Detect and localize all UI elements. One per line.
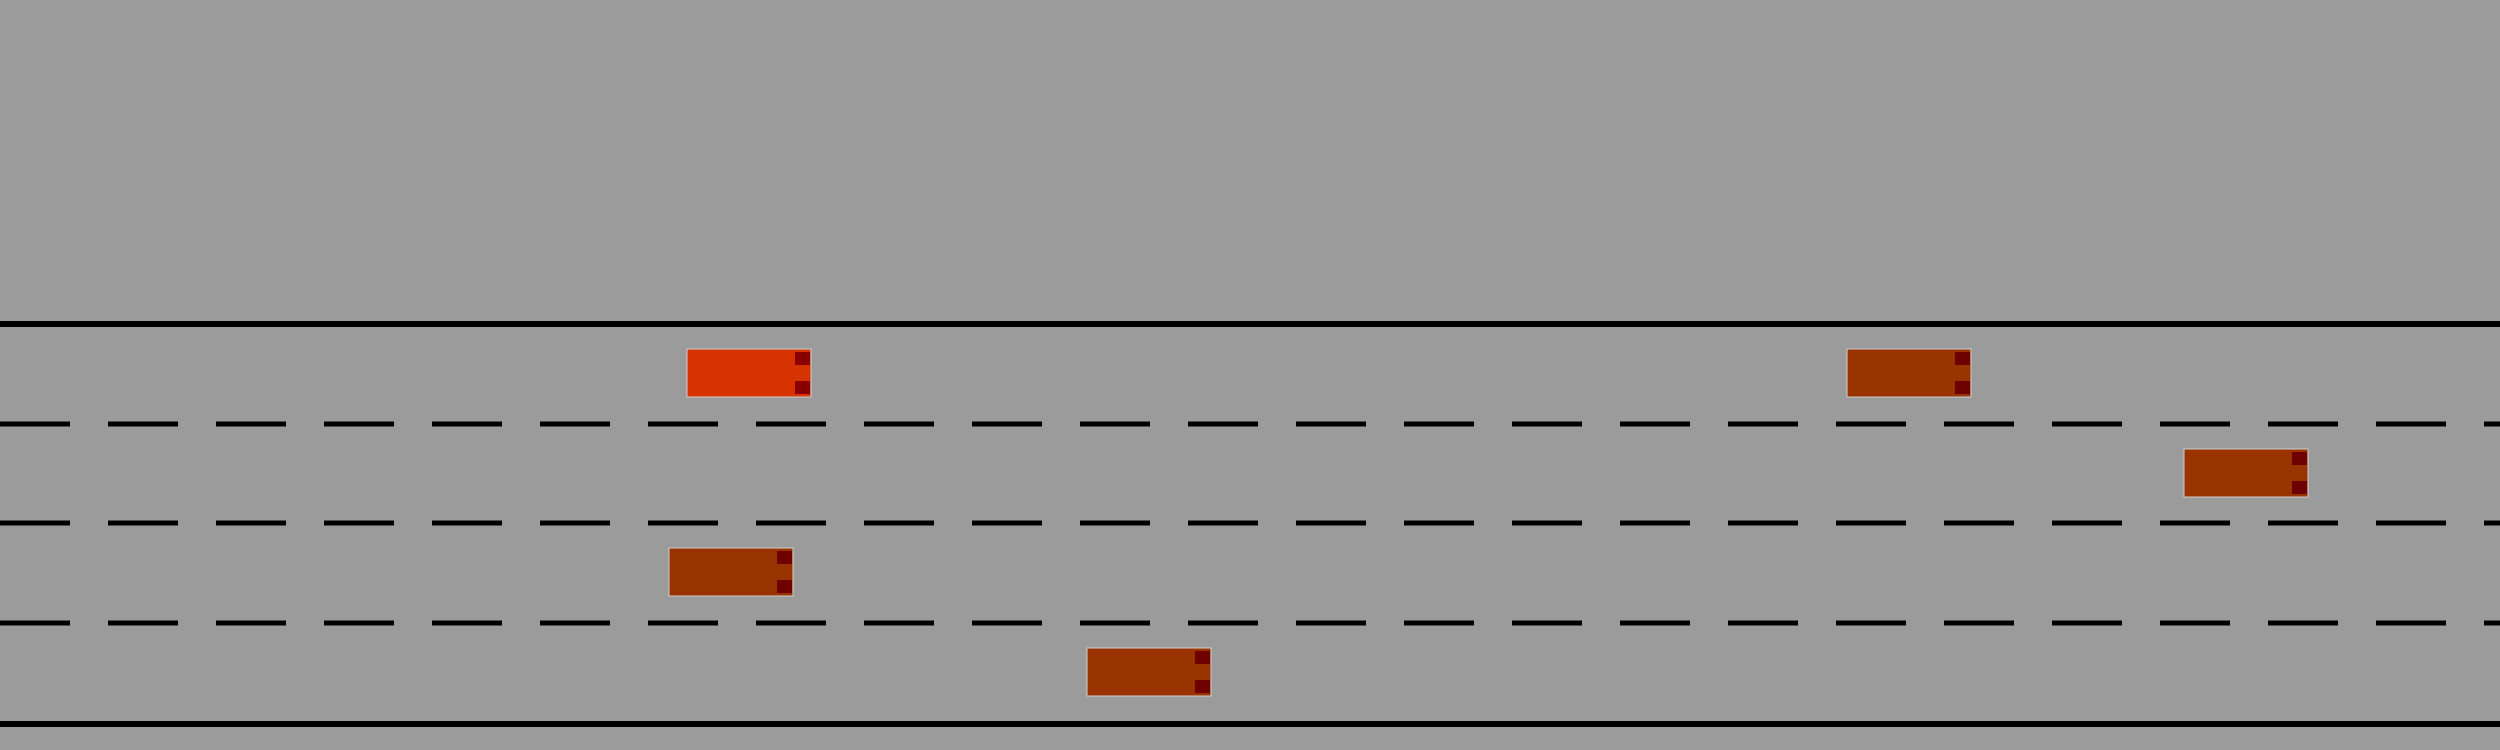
vehicle-light-bottom (777, 580, 792, 593)
vehicle-body (669, 548, 793, 596)
vehicle-car-3 (669, 548, 793, 596)
vehicle-body (2184, 449, 2308, 497)
vehicle-light-top (2292, 452, 2307, 465)
ego-vehicle-light-top (795, 352, 810, 365)
vehicle-body (1847, 349, 1971, 397)
vehicle-body (1087, 648, 1211, 696)
vehicle-light-bottom (1955, 381, 1970, 394)
vehicle-light-top (777, 551, 792, 564)
ego-vehicle-light-bottom (795, 381, 810, 394)
ego-vehicle-body (687, 349, 811, 397)
vehicle-light-bottom (2292, 481, 2307, 494)
vehicle-car-4 (1087, 648, 1211, 696)
ego-vehicle (687, 349, 811, 397)
vehicle-light-top (1195, 651, 1210, 664)
vehicle-car-1 (1847, 349, 1971, 397)
vehicle-light-top (1955, 352, 1970, 365)
vehicle-car-2 (2184, 449, 2308, 497)
vehicle-light-bottom (1195, 680, 1210, 693)
